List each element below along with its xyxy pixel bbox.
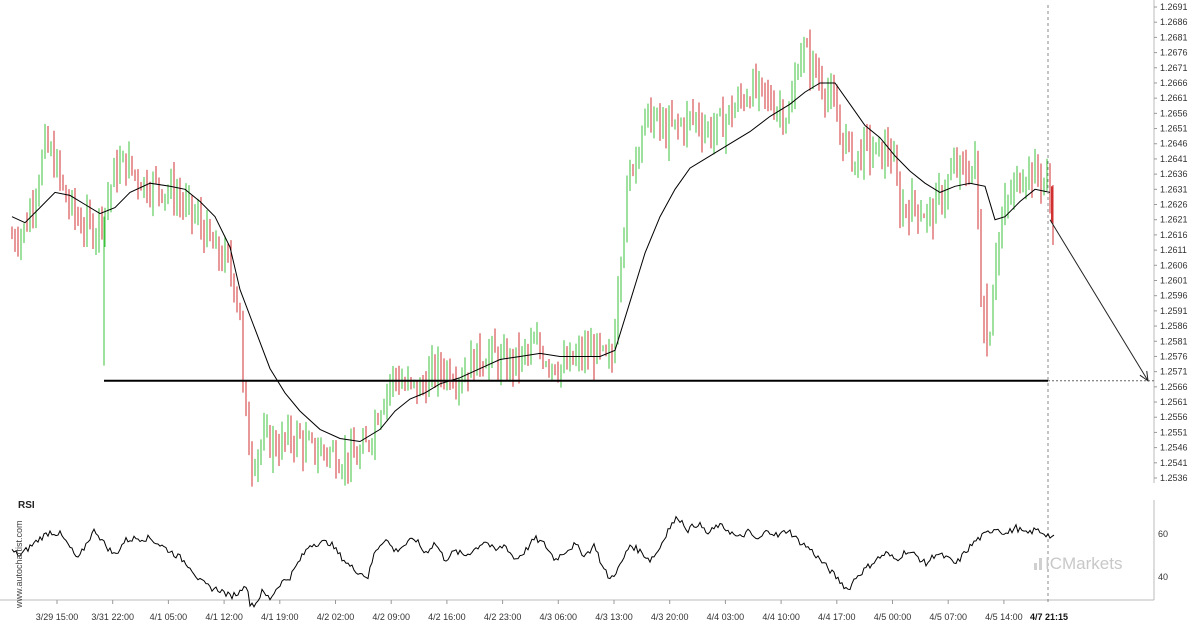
price-tick-label: 1.2571 <box>1160 367 1188 377</box>
price-tick-label: 1.2641 <box>1160 154 1188 164</box>
price-tick-label: 1.2626 <box>1160 200 1188 210</box>
time-tick-label: 4/3 20:00 <box>651 612 689 622</box>
time-tick-labels: 3/29 15:00 3/31 22:00 4/1 05:00 4/1 12:00 4/… <box>36 600 1023 622</box>
logo-mark-2 <box>1039 558 1042 570</box>
time-tick-label: 4/5 14:00 <box>985 612 1023 622</box>
price-tick-label: 1.2661 <box>1160 93 1188 103</box>
price-tick-label: 1.2671 <box>1160 63 1188 73</box>
time-tick-label: 4/2 09:00 <box>372 612 410 622</box>
price-tick-label: 1.2656 <box>1160 108 1188 118</box>
price-tick-label: 1.2681 <box>1160 32 1188 42</box>
logo-mark-1 <box>1034 563 1037 570</box>
price-tick-label: 1.2666 <box>1160 78 1188 88</box>
moving-average-series <box>11 82 1051 443</box>
price-tick-label: 1.2606 <box>1160 260 1188 270</box>
price-tick-label: 1.2536 <box>1160 473 1188 483</box>
last-time-label: 4/7 21:15 <box>1030 612 1068 622</box>
time-tick-label: 4/5 07:00 <box>929 612 967 622</box>
moving-average-line <box>11 82 1051 443</box>
forecast-arrow <box>1049 219 1149 382</box>
time-tick-label: 4/1 05:00 <box>150 612 188 622</box>
rsi-line <box>11 515 1055 608</box>
time-tick-label: 4/1 19:00 <box>261 612 299 622</box>
price-tick-label: 1.2686 <box>1160 17 1188 27</box>
time-tick-label: 4/2 02:00 <box>317 612 355 622</box>
time-tick-label: 4/3 06:00 <box>540 612 578 622</box>
price-tick-label: 1.2546 <box>1160 443 1188 453</box>
broker-logo: ICMarkets <box>1034 554 1122 573</box>
rsi-series <box>11 515 1055 608</box>
time-tick-label: 4/4 03:00 <box>707 612 745 622</box>
time-tick-label: 3/31 22:00 <box>91 612 134 622</box>
price-tick-label: 1.2621 <box>1160 215 1188 225</box>
time-tick-label: 4/4 10:00 <box>762 612 800 622</box>
price-tick-label: 1.2596 <box>1160 291 1188 301</box>
price-tick-label: 1.2676 <box>1160 48 1188 58</box>
price-tick-label: 1.2616 <box>1160 230 1188 240</box>
price-tick-label: 1.2561 <box>1160 397 1188 407</box>
watermark-side-text: www.autochartist.com <box>14 520 24 609</box>
time-tick-label: 4/1 12:00 <box>205 612 243 622</box>
price-tick-label: 1.2691 <box>1160 2 1188 12</box>
price-tick-label: 1.2566 <box>1160 382 1188 392</box>
price-tick-label: 1.2601 <box>1160 275 1188 285</box>
price-tick-label: 1.2586 <box>1160 321 1188 331</box>
time-tick-label: 4/3 13:00 <box>595 612 633 622</box>
time-tick-label: 4/4 17:00 <box>818 612 856 622</box>
time-tick-label: 4/2 16:00 <box>428 612 466 622</box>
price-tick-labels: 1.2691 1.2686 1.2681 1.2676 1.2671 1.2666 1.26… <box>1154 2 1188 483</box>
price-tick-label: 1.2651 <box>1160 124 1188 134</box>
price-tick-label: 1.2551 <box>1160 427 1188 437</box>
rsi-tick-label: 40 <box>1158 572 1168 582</box>
forecast-arrow-line <box>1049 219 1149 382</box>
price-tick-label: 1.2541 <box>1160 458 1188 468</box>
forecast-arrow-head <box>1139 370 1149 382</box>
time-tick-label: 4/2 23:00 <box>484 612 522 622</box>
price-tick-label: 1.2556 <box>1160 412 1188 422</box>
candlestick-series <box>11 29 1054 487</box>
rsi-title: RSI <box>18 500 35 511</box>
time-tick-label: 3/29 15:00 <box>36 612 79 622</box>
logo-text: ICMarkets <box>1045 554 1122 573</box>
price-tick-label: 1.2591 <box>1160 306 1188 316</box>
price-tick-label: 1.2646 <box>1160 139 1188 149</box>
price-tick-label: 1.2636 <box>1160 169 1188 179</box>
price-tick-label: 1.2631 <box>1160 184 1188 194</box>
time-tick-label: 4/5 00:00 <box>874 612 912 622</box>
rsi-tick-labels: 60 40 <box>1158 529 1168 582</box>
price-tick-label: 1.2576 <box>1160 351 1188 361</box>
price-tick-label: 1.2581 <box>1160 336 1188 346</box>
price-tick-label: 1.2611 <box>1160 245 1187 255</box>
rsi-tick-label: 60 <box>1158 529 1168 539</box>
